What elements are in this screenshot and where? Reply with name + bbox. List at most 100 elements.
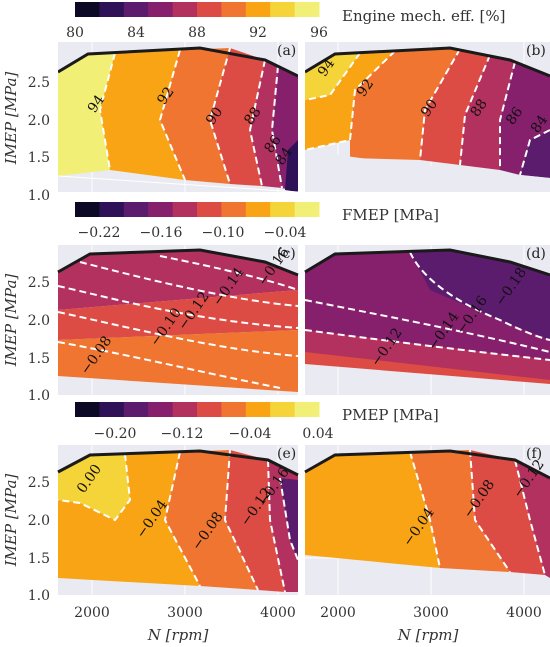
ytick-1.5: 1.5 [28, 150, 50, 166]
colorbar-mech-eff-cells [75, 2, 320, 17]
ytick-1.0: 1.0 [28, 188, 50, 204]
x-axis-label-right: N [rpm] [397, 626, 459, 644]
panel-e: (e) [57, 445, 299, 595]
ytick-2.0: 2.0 [28, 313, 50, 329]
y-axis-label-row1: IMEP [MPa] [2, 72, 20, 166]
colorbar-cell [294, 2, 320, 17]
contour-line [159, 255, 299, 291]
cb3-tick-0: −0.20 [94, 426, 137, 442]
colorbar-cell [221, 202, 247, 217]
ytick-2.5: 2.5 [28, 275, 50, 291]
contour-line [248, 59, 266, 187]
ytick-1.0: 1.0 [28, 388, 50, 404]
colorbar-cell [245, 2, 271, 17]
contour-line [419, 48, 461, 161]
region-pmep-012 [225, 450, 285, 592]
ytick-2.0: 2.0 [28, 113, 50, 129]
region-94 [58, 52, 115, 176]
y-axis-label-row2: IMEP [MPa] [2, 274, 20, 368]
cb1-tick-88: 88 [188, 25, 206, 41]
boundary-line [304, 449, 550, 480]
colorbar-cell [270, 2, 296, 17]
region-pmep-012 [470, 450, 545, 575]
lower-edge [58, 175, 298, 193]
colorbar-cell [99, 202, 125, 217]
y-axis-row2: 2.5 2.0 1.5 1.0 IMEP [MPa] [2, 274, 50, 404]
colorbar-cell [99, 402, 125, 417]
contour-line [305, 52, 361, 101]
colorbar-cell [197, 402, 222, 417]
cb1-tick-84: 84 [127, 25, 145, 41]
colorbar-mech-eff-label: Engine mech. eff. [%] [342, 7, 506, 25]
cb1-tick-80: 80 [66, 25, 84, 41]
contour-line [409, 251, 550, 341]
panel-c: (c) [57, 245, 299, 395]
region-90 [160, 48, 230, 184]
x-axis-left: 2000 3000 4000 N [rpm] [74, 605, 296, 644]
colorbar-cell [99, 2, 125, 17]
colorbar-cell [75, 2, 100, 17]
region-fmep-012 [305, 352, 550, 384]
region-84 [500, 62, 550, 175]
panel-a-contours [58, 46, 298, 193]
region-86 [250, 60, 282, 188]
xtick-4000: 4000 [506, 605, 542, 621]
excluded-region [305, 150, 550, 192]
contour-line [270, 65, 283, 189]
panel-d: (d) [304, 245, 550, 395]
panel-b: (b) [305, 42, 550, 192]
boundary-line [305, 46, 550, 78]
contour-label: 84 [528, 112, 550, 136]
contour-line [469, 449, 511, 573]
colorbar-cell [75, 202, 100, 217]
contour-line [57, 311, 299, 357]
region-88 [420, 49, 490, 165]
region-82 [285, 140, 298, 192]
xtick-2000: 2000 [320, 605, 356, 621]
panel-a-label: (a) [277, 43, 296, 59]
region-pmep-016 [515, 460, 550, 578]
colorbar-cell [294, 202, 320, 217]
contour-line [267, 459, 286, 593]
contour-line [57, 341, 281, 389]
colorbar-cell [197, 202, 222, 217]
colorbar-fmep-label: FMEP [MPa] [342, 206, 439, 224]
contour-line [304, 329, 550, 361]
cb2-tick-0: −0.22 [78, 225, 121, 241]
boundary-line [57, 248, 299, 277]
region-fmep-008 [58, 330, 298, 392]
region-92 [305, 51, 395, 150]
cb2-tick-3: −0.04 [264, 225, 307, 241]
region-pmep-004 [58, 452, 200, 586]
panel-d-label: (d) [526, 246, 546, 262]
colorbar-cell [123, 402, 149, 417]
x-axis-right: 2000 3000 4000 N [rpm] [320, 605, 542, 644]
panel-c-label: (c) [277, 246, 296, 262]
contour-line [163, 451, 201, 587]
cb3-tick-2: −0.04 [229, 426, 272, 442]
ytick-2.5: 2.5 [28, 75, 50, 91]
region-90 [350, 49, 460, 160]
colorbar-pmep: PMEP [MPa] −0.20 −0.12 −0.04 0.04 [75, 402, 439, 442]
contour-line [409, 451, 441, 569]
boundary-line [57, 449, 299, 477]
ytick-2.5: 2.5 [28, 475, 50, 491]
colorbar-cell [148, 2, 174, 17]
cb1-tick-92: 92 [249, 25, 267, 41]
x-axis-label-left: N [rpm] [147, 626, 209, 644]
cb3-tick-3: 0.04 [302, 426, 333, 442]
region-fmep-014 [305, 330, 550, 382]
contour-line [79, 261, 299, 307]
colorbar-fmep-cells [75, 202, 320, 217]
colorbar-cell [294, 402, 320, 417]
region-fmep-020 [410, 250, 550, 340]
panel-b-contours [305, 46, 550, 192]
colorbar-cell [148, 202, 174, 217]
colorbar-cell [123, 2, 149, 17]
contour-line [223, 449, 259, 591]
cb1-tick-96: 96 [310, 25, 328, 41]
contour-line [519, 129, 550, 176]
ytick-1.5: 1.5 [28, 551, 50, 567]
region-pmep-000 [58, 454, 130, 520]
colorbar-pmep-label: PMEP [MPa] [342, 406, 439, 424]
